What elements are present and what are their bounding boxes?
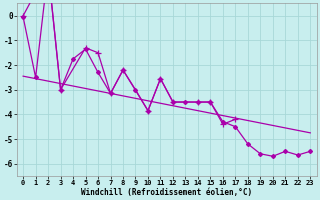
X-axis label: Windchill (Refroidissement éolien,°C): Windchill (Refroidissement éolien,°C) — [81, 188, 252, 197]
